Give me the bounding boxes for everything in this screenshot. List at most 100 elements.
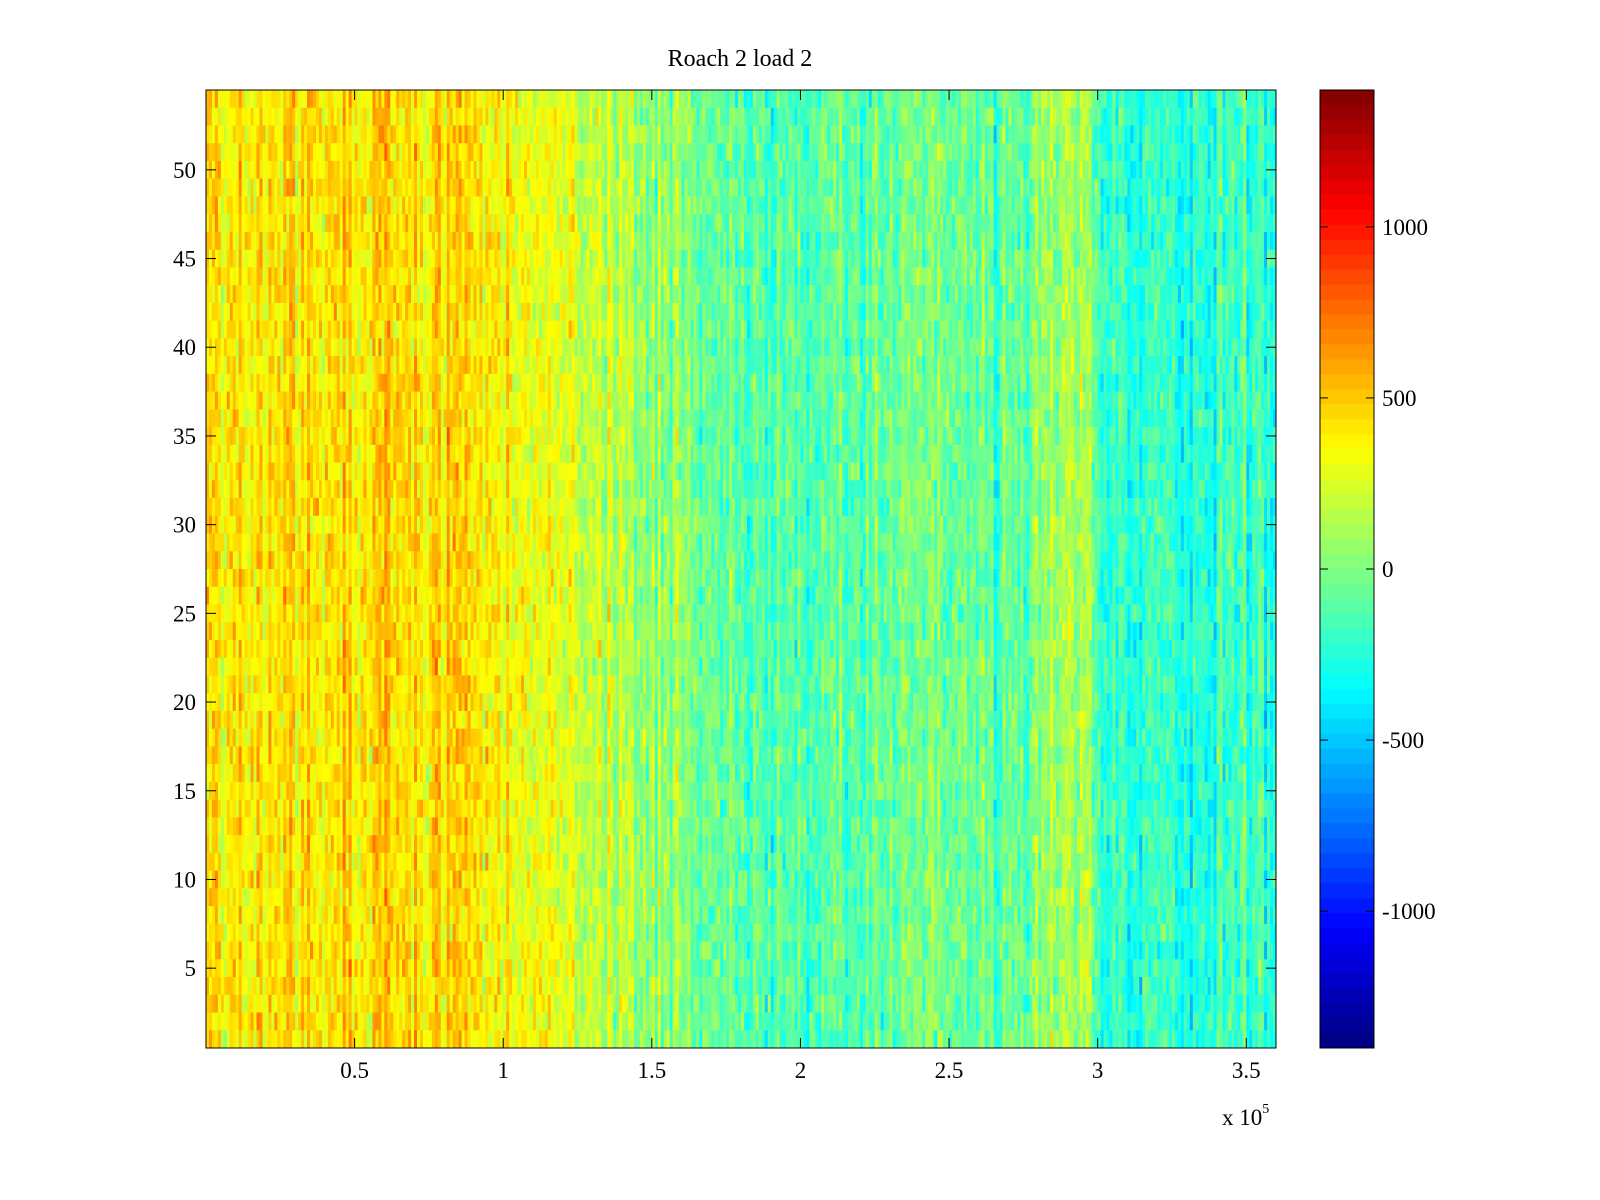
heatmap-cell [428, 959, 433, 978]
heatmap-cell [369, 125, 373, 144]
heatmap-cell [437, 285, 442, 304]
heatmap-cell [310, 675, 314, 694]
heatmap-cell [354, 746, 358, 765]
heatmap-cell [363, 799, 367, 818]
heatmap-cell [217, 533, 222, 552]
heatmap-cell [324, 586, 329, 605]
heatmap-cell [342, 746, 347, 765]
heatmap-cell [467, 285, 471, 304]
heatmap-cell [342, 231, 347, 251]
heatmap-cell [327, 888, 332, 907]
heatmap-cell [315, 125, 320, 144]
heatmap-cell [232, 710, 237, 730]
heatmap-cell [283, 409, 287, 428]
heatmap-cell [425, 941, 430, 960]
heatmap-cell [434, 143, 439, 162]
heatmap-cell [274, 480, 278, 499]
heatmap-cell [211, 551, 216, 570]
heatmap-cell [315, 835, 320, 854]
heatmap-cell [339, 533, 344, 552]
heatmap-cell [342, 657, 347, 676]
heatmap-cell [464, 604, 468, 623]
heatmap-cell [307, 1012, 311, 1031]
heatmap-cell [313, 639, 317, 659]
heatmap-cell [223, 604, 228, 623]
heatmap-cell [425, 817, 430, 836]
heatmap-cell [378, 888, 382, 907]
heatmap-cell [217, 622, 222, 641]
heatmap-cell [425, 480, 430, 499]
heatmap-cell [208, 852, 213, 871]
heatmap-cell [262, 639, 266, 659]
heatmap-cell [393, 90, 397, 109]
heatmap-cell [283, 1030, 287, 1049]
heatmap-cell [414, 959, 418, 978]
heatmap-cell [324, 941, 329, 960]
heatmap-cell [217, 746, 222, 765]
heatmap-cell [336, 1012, 341, 1031]
heatmap-cell [387, 622, 391, 641]
heatmap-cell [211, 888, 216, 907]
heatmap-cell [387, 959, 391, 978]
heatmap-cell [327, 977, 332, 996]
heatmap-cell [244, 604, 249, 623]
heatmap-cell [211, 906, 216, 925]
heatmap-cell [408, 444, 412, 463]
heatmap-cell [220, 906, 225, 925]
heatmap-cell [461, 959, 465, 978]
heatmap-cell [235, 675, 240, 694]
heatmap-cell [375, 586, 379, 605]
heatmap-cell [476, 959, 480, 978]
heatmap-cell [247, 959, 251, 978]
heatmap-cell [313, 356, 317, 375]
heatmap-cell [393, 799, 397, 818]
heatmap-cell [271, 977, 275, 996]
heatmap-cell [310, 817, 314, 836]
heatmap-cell [387, 1030, 391, 1049]
heatmap-cell [208, 799, 213, 818]
heatmap-cell [327, 409, 332, 428]
heatmap-cell [458, 249, 463, 268]
heatmap-cell [351, 231, 356, 251]
heatmap-cell [211, 728, 216, 747]
heatmap-cell [289, 569, 293, 588]
heatmap-cell [318, 604, 323, 623]
heatmap-cell [301, 569, 305, 588]
heatmap-cell [327, 90, 332, 109]
heatmap-cell [399, 1030, 403, 1049]
heatmap-cell [461, 90, 465, 109]
heatmap-cell [250, 622, 254, 641]
heatmap-cell [280, 320, 284, 339]
heatmap-cell [301, 249, 305, 268]
heatmap-cell [298, 604, 302, 623]
heatmap-cell [313, 515, 317, 534]
heatmap-cell [217, 302, 222, 322]
heatmap-cell [336, 302, 341, 322]
heatmap-cell [467, 196, 471, 215]
heatmap-cell [393, 125, 397, 144]
heatmap-cell [283, 604, 287, 623]
heatmap-cell [330, 160, 335, 180]
heatmap-cell [238, 498, 243, 517]
heatmap-cell [307, 107, 311, 126]
heatmap-cell [336, 480, 341, 499]
heatmap-cell [274, 409, 278, 428]
heatmap-cell [452, 852, 457, 871]
heatmap-cell [336, 675, 341, 694]
heatmap-cell [381, 870, 385, 889]
heatmap-cell [241, 1012, 246, 1031]
heatmap-cell [310, 125, 314, 144]
heatmap-cell [434, 639, 439, 659]
heatmap-cell [286, 551, 290, 570]
heatmap-cell [372, 231, 376, 251]
heatmap-cell [226, 160, 231, 180]
heatmap-cell [443, 143, 448, 162]
heatmap-cell [232, 231, 237, 251]
heatmap-cell [301, 391, 305, 410]
heatmap-cell [393, 639, 397, 659]
heatmap-cell [292, 480, 296, 499]
heatmap-cell [375, 285, 379, 304]
heatmap-cell [286, 515, 290, 534]
heatmap-cell [226, 196, 231, 215]
heatmap-cell [408, 977, 412, 996]
